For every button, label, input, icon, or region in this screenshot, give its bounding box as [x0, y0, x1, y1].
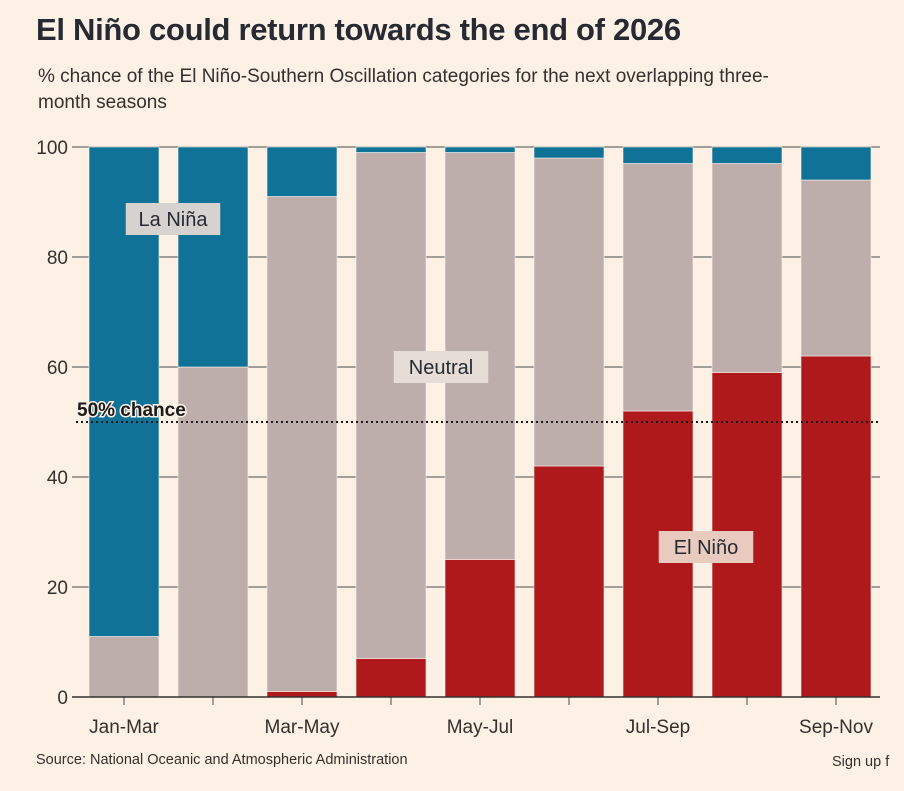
annotation-box — [393, 351, 489, 383]
y-tick-label: 0 — [57, 688, 68, 709]
bar-lania-6 — [622, 146, 694, 164]
bar-lania-1 — [177, 146, 249, 368]
bar-elnio-8 — [800, 355, 872, 698]
bar-elnio-3 — [355, 658, 427, 698]
annotation-label: La Niña — [139, 209, 209, 231]
y-tick-label: 80 — [47, 248, 68, 269]
bar-lania-5 — [533, 146, 605, 159]
bar-neutral-0 — [88, 636, 160, 698]
bar-lania-4 — [444, 146, 516, 153]
bar-elnio-4 — [444, 559, 516, 698]
stacked-bar-chart: 0 20 40 60 80 100 Jan-Mar Mar-May May-Jul Jul-Sep… — [36, 138, 880, 738]
y-tick-label: 20 — [47, 578, 68, 599]
bar-neutral-1 — [177, 366, 249, 698]
annotation-box — [125, 203, 221, 235]
bar-neutral-7 — [711, 163, 783, 373]
x-tick-label: Mar-May — [265, 717, 340, 738]
y-tick-label: 100 — [36, 138, 68, 159]
sign-up-link[interactable]: Sign up f — [832, 754, 890, 770]
bar-neutral-8 — [800, 179, 872, 357]
bar-lania-3 — [355, 146, 427, 153]
chart-subtitle: % chance of the El Niño-Southern Oscilla… — [38, 66, 769, 113]
annotation-box — [658, 531, 754, 563]
y-tick-label: 40 — [47, 468, 68, 489]
x-tick-label: Sep-Nov — [799, 717, 873, 738]
y-tick-label: 60 — [47, 358, 68, 379]
annotation-label: Neutral — [409, 357, 473, 379]
x-tick-label: Jul-Sep — [626, 717, 690, 738]
annotation-label: El Niño — [674, 537, 738, 559]
bar-lania-8 — [800, 146, 872, 181]
bar-neutral-3 — [355, 152, 427, 659]
chart-title: El Niño could return towards the end of … — [36, 12, 681, 47]
bar-lania-2 — [266, 146, 338, 197]
bar-lania-7 — [711, 146, 783, 164]
bar-elnio-5 — [533, 465, 605, 698]
bar-elnio-2 — [266, 691, 338, 698]
source-note: Source: National Oceanic and Atmospheric… — [36, 752, 408, 768]
x-tick-label: May-Jul — [447, 717, 514, 738]
reference-line-label: 50% chance — [77, 400, 186, 421]
bar-neutral-5 — [533, 157, 605, 467]
bar-neutral-6 — [622, 163, 694, 412]
x-tick-label: Jan-Mar — [89, 717, 159, 738]
bar-neutral-2 — [266, 196, 338, 692]
